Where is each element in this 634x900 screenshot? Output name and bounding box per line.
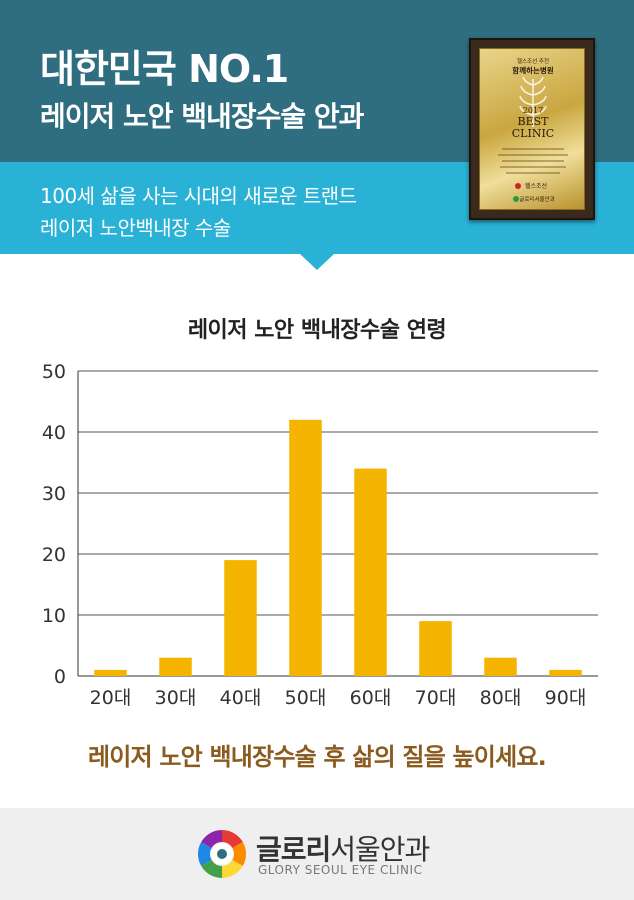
bar bbox=[94, 669, 127, 676]
award-year: 2017 bbox=[523, 106, 543, 115]
clinic-name: 글로리서울안과 bbox=[256, 828, 430, 868]
x-tick-label: 40대 bbox=[220, 687, 262, 709]
x-tick-label: 50대 bbox=[285, 687, 327, 709]
x-tick-label: 70대 bbox=[415, 687, 457, 709]
award-plaque-panel: 헬스조선 추천 함께하는병원 2017 BEST CLINIC 헬스조선 글로리… bbox=[479, 48, 585, 210]
slogan: 레이저 노안 백내장수술 후 삶의 질을 높이세요. bbox=[88, 743, 547, 771]
y-tick-label: 30 bbox=[42, 483, 66, 505]
x-tick-label: 20대 bbox=[90, 687, 132, 709]
award-clinic: CLINIC bbox=[512, 127, 554, 140]
clinic-name-rest: 서울안과 bbox=[330, 833, 430, 866]
x-tick-label: 30대 bbox=[155, 687, 197, 709]
tagline-line1: 100세 삶을 사는 시대의 새로운 트랜드 bbox=[40, 184, 357, 208]
bar bbox=[224, 560, 257, 676]
clinic-dot-icon bbox=[513, 196, 519, 202]
award-title: 함께하는병원 bbox=[512, 65, 553, 75]
y-tick-label: 20 bbox=[42, 544, 66, 566]
award-hospital: 글로리서울안과 bbox=[519, 195, 554, 203]
award-plaque: 헬스조선 추천 함께하는병원 2017 BEST CLINIC 헬스조선 글로리… bbox=[469, 38, 595, 220]
bar bbox=[354, 468, 387, 676]
bar bbox=[289, 419, 322, 676]
x-tick-label: 60대 bbox=[350, 687, 392, 709]
clinic-name-bold: 글로리 bbox=[256, 833, 331, 866]
subheadline: 레이저 노안 백내장수술 안과 bbox=[40, 100, 364, 133]
y-tick-label: 0 bbox=[54, 666, 66, 688]
footer bbox=[0, 808, 634, 900]
headline: 대한민국 NO.1 bbox=[40, 47, 289, 91]
wheat-emblem-icon bbox=[519, 76, 547, 127]
x-tick-label: 80대 bbox=[480, 687, 522, 709]
award-plaque-image: 헬스조선 추천 함께하는병원 2017 BEST CLINIC 헬스조선 글로리… bbox=[498, 57, 568, 203]
y-tick-label: 50 bbox=[42, 361, 66, 383]
award-best: BEST bbox=[518, 115, 550, 128]
bar bbox=[159, 657, 192, 676]
award-brand: 헬스조선 bbox=[525, 182, 547, 190]
bar-chart: 0 10 20 30 40 50 20대 30대 40대 50대 60대 70대 80대 90대 bbox=[42, 361, 598, 709]
bar bbox=[419, 621, 452, 676]
chart-title: 레이저 노안 백내장수술 연령 bbox=[187, 318, 447, 343]
band-pointer bbox=[300, 254, 334, 270]
y-tick-label: 40 bbox=[42, 422, 66, 444]
bar bbox=[549, 669, 582, 676]
clinic-logo-icon bbox=[197, 830, 247, 878]
brand-dot-icon bbox=[515, 183, 521, 189]
clinic-name-english: GLORY SEOUL EYE CLINIC bbox=[258, 863, 423, 877]
award-top-text: 헬스조선 추천 bbox=[517, 57, 549, 65]
tagline-line2: 레이저 노안백내장 수술 bbox=[40, 216, 231, 240]
bar bbox=[484, 657, 517, 676]
x-tick-label: 90대 bbox=[545, 687, 587, 709]
y-tick-label: 10 bbox=[42, 605, 66, 627]
